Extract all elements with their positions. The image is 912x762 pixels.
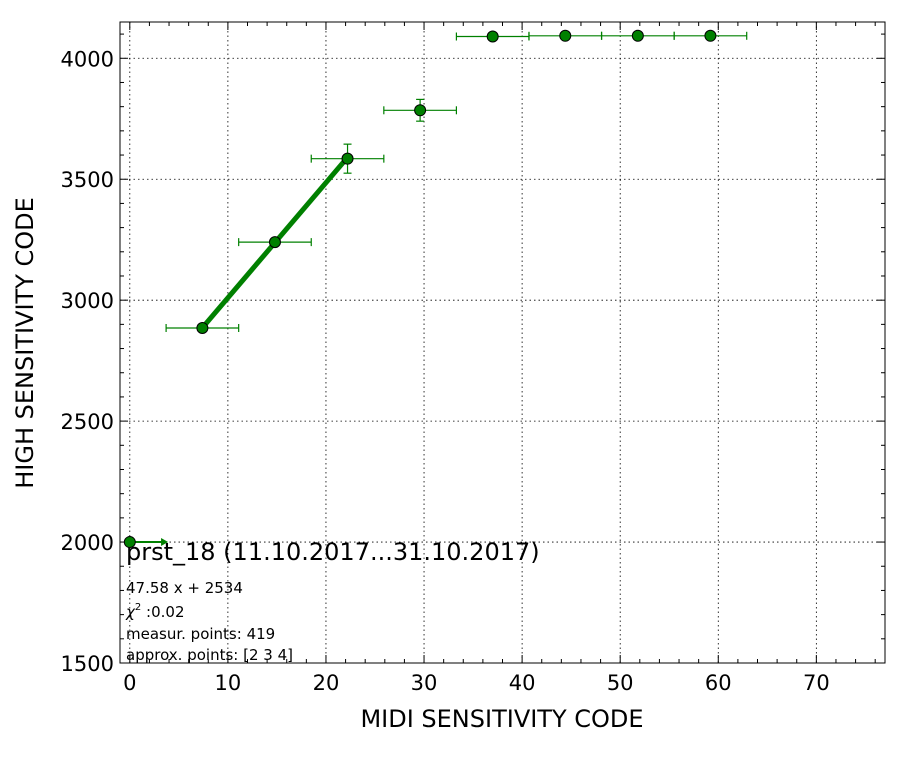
origin-point [123, 536, 136, 549]
data-point [268, 236, 281, 249]
annotation-title: prst_18 (11.10.2017...31.10.2017) [126, 538, 540, 566]
error-bars [165, 31, 748, 332]
grid [120, 22, 885, 663]
annotation-measur: measur. points: 419 [126, 625, 275, 643]
origin-arrow-head [161, 538, 169, 547]
y-tick-label: 3500 [61, 168, 114, 192]
plot-frame [119, 21, 886, 664]
data-point [414, 104, 427, 117]
data-point [704, 29, 717, 42]
x-tick-label: 20 [313, 671, 340, 695]
chi-value: :0.02 [141, 603, 184, 621]
y-tick-label: 3000 [61, 289, 114, 313]
origin-marker-group [123, 536, 169, 549]
y-tick-label: 2500 [61, 410, 114, 434]
y-tick-label: 2000 [61, 531, 114, 555]
data-point [196, 321, 209, 334]
x-tick-label: 50 [607, 671, 634, 695]
minor-ticks [120, 22, 885, 664]
x-tick-label: 70 [803, 671, 830, 695]
annotation-chi: χ2 :0.02 [125, 602, 185, 621]
y-tick-labels: 1500 2000 2500 3000 3500 4000 [61, 47, 114, 676]
y-tick-label: 1500 [61, 652, 114, 676]
data-point [341, 152, 354, 165]
data-points [196, 29, 717, 334]
chi-power: 2 [135, 602, 141, 613]
data-point [486, 30, 499, 43]
x-tick-label: 40 [509, 671, 536, 695]
data-point [559, 29, 572, 42]
x-tick-label: 0 [123, 671, 136, 695]
annotation: prst_18 (11.10.2017...31.10.2017) 47.58 … [125, 538, 540, 664]
y-tick-label: 4000 [61, 47, 114, 71]
y-axis-label: HIGH SENSITIVITY CODE [11, 197, 39, 489]
data-point [631, 29, 644, 42]
x-tick-label: 60 [705, 671, 732, 695]
x-tick-label: 30 [411, 671, 438, 695]
x-tick-label: 10 [215, 671, 242, 695]
x-tick-labels: 0 10 20 30 40 50 60 70 [123, 671, 830, 695]
x-axis-label: MIDI SENSITIVITY CODE [360, 705, 643, 733]
chi-symbol: χ [125, 603, 136, 621]
annotation-fit: 47.58 x + 2534 [126, 579, 243, 597]
annotation-approx: approx. points: [2 3 4] [126, 646, 293, 664]
